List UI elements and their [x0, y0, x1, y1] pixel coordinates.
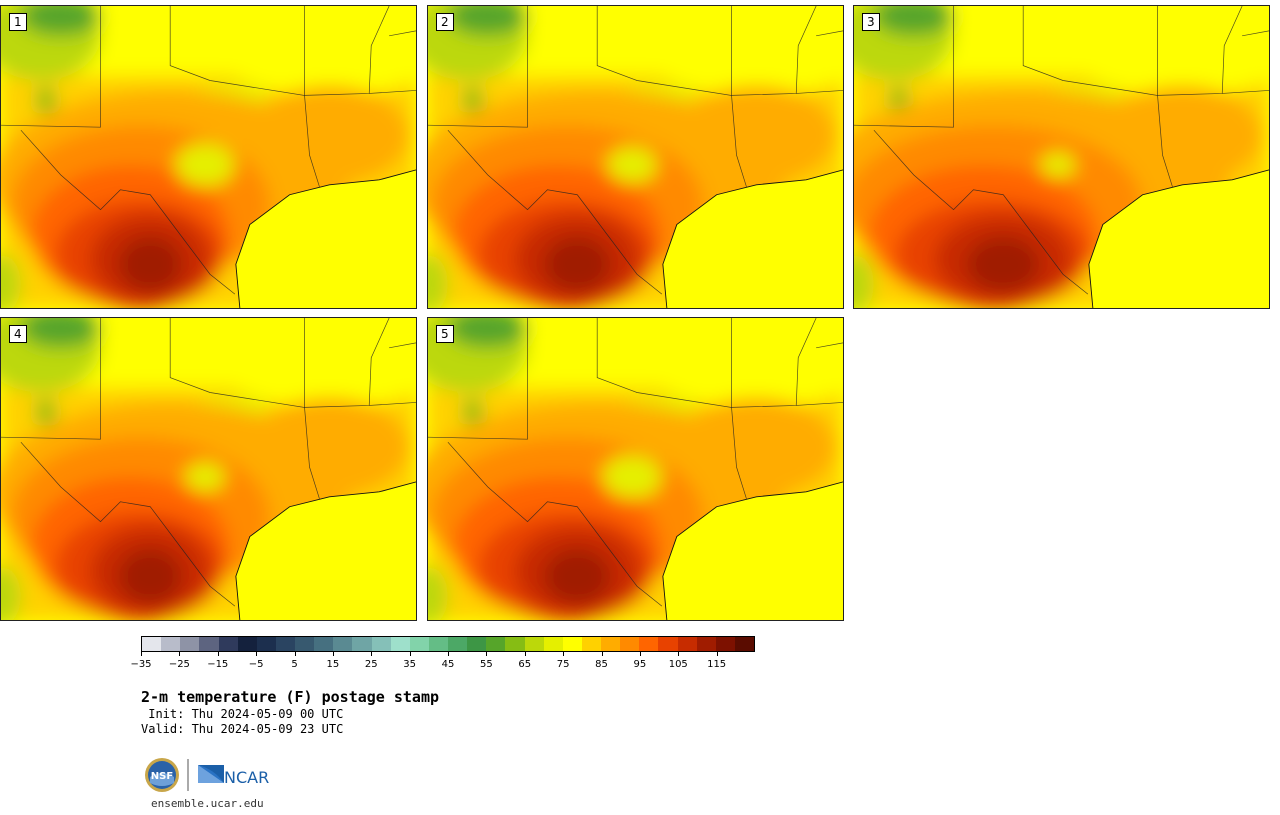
colorbar-swatch: [428, 637, 448, 651]
colorbar-tick-label: 105: [668, 659, 688, 670]
colorbar-swatch: [275, 637, 295, 651]
colorbar-swatch: [696, 637, 716, 651]
colorbar-tick-label: 95: [633, 659, 647, 670]
colorbar-swatch: [562, 637, 582, 651]
temperature-map: [428, 318, 843, 620]
colorbar-swatch: [237, 637, 257, 651]
member-label-3: 3: [862, 13, 880, 31]
temperature-map: [428, 6, 843, 308]
colorbar-tick-label: 25: [364, 659, 378, 670]
colorbar-tick: [639, 652, 641, 656]
colorbar-tick-label: 85: [595, 659, 608, 670]
colorbar-tick-label: 5: [291, 659, 298, 670]
colorbar-tick: [563, 652, 565, 656]
member-label-5: 5: [436, 325, 454, 343]
colorbar-tick-label: 55: [480, 659, 493, 670]
colorbar-swatch: [352, 637, 372, 651]
ensemble-member-panel-5: 5: [427, 317, 844, 621]
colorbar-tick: [179, 652, 181, 656]
colorbar-tick: [409, 652, 411, 656]
colorbar-swatch: [199, 637, 219, 651]
temperature-map: [1, 318, 416, 620]
colorbar-swatch: [333, 637, 353, 651]
ncar-logo-text: NCAR: [224, 768, 269, 787]
temperature-colorbar: [141, 636, 755, 652]
ensemble-member-panel-1: 1: [0, 5, 417, 309]
colorbar-tick-label: 75: [556, 659, 570, 670]
colorbar-swatch: [371, 637, 391, 651]
nsf-logo-text: NSF: [151, 771, 173, 782]
colorbar-swatch: [581, 637, 601, 651]
colorbar-tick: [601, 652, 603, 656]
colorbar-swatch: [314, 637, 334, 651]
colorbar-tick: [217, 652, 219, 656]
colorbar-swatch: [620, 637, 640, 651]
colorbar-swatch: [505, 637, 525, 651]
colorbar-tick: [678, 652, 680, 656]
colorbar-tick-label: −5: [248, 659, 264, 670]
colorbar-tick: [524, 652, 526, 656]
logos: NSF NCAR: [144, 757, 274, 793]
colorbar-swatch: [467, 637, 487, 651]
colorbar-swatch: [677, 637, 697, 651]
colorbar-tick: [141, 652, 142, 656]
colorbar-tick: [371, 652, 373, 656]
temperature-map: [1, 6, 416, 308]
colorbar-swatch: [639, 637, 659, 651]
colorbar-swatch: [256, 637, 276, 651]
colorbar-tick: [294, 652, 296, 656]
colorbar-tick-label: −25: [168, 659, 190, 670]
colorbar-swatch: [295, 637, 315, 651]
colorbar-swatch: [658, 637, 678, 651]
colorbar-swatch: [524, 637, 544, 651]
colorbar-swatch: [409, 637, 429, 651]
colorbar-swatch: [601, 637, 621, 651]
figure-title: 2-m temperature (F) postage stamp: [141, 688, 440, 706]
colorbar-tick-label: 115: [707, 659, 727, 670]
colorbar-tick-label: −35: [130, 659, 152, 670]
colorbar-swatch: [161, 637, 181, 651]
colorbar-ticks: −35 −25 −15 −5 5 15 25 35 45 55 65 75 85 95 105 115: [130, 652, 755, 672]
colorbar-swatch: [218, 637, 238, 651]
init-time: Init: Thu 2024-05-09 00 UTC: [141, 707, 344, 721]
colorbar-tick-label: 35: [403, 659, 416, 670]
valid-time: Valid: Thu 2024-05-09 23 UTC: [141, 722, 344, 736]
member-label-1: 1: [9, 13, 27, 31]
colorbar-swatch: [715, 637, 735, 651]
colorbar-swatch: [734, 637, 754, 651]
colorbar-swatch: [390, 637, 410, 651]
ensemble-member-panel-4: 4: [0, 317, 417, 621]
ncar-logo-icon: NCAR: [198, 765, 269, 787]
member-label-4: 4: [9, 325, 27, 343]
colorbar-tick: [448, 652, 449, 656]
member-label-2: 2: [436, 13, 454, 31]
colorbar-swatch: [180, 637, 200, 651]
colorbar-tick: [256, 652, 258, 656]
colorbar-tick: [716, 652, 718, 656]
colorbar-swatch: [486, 637, 506, 651]
colorbar-tick: [486, 652, 488, 656]
colorbar-tick: [332, 652, 334, 656]
colorbar-swatch: [448, 637, 468, 651]
ensemble-member-panel-2: 2: [427, 5, 844, 309]
nsf-logo-icon: NSF: [145, 758, 179, 792]
ensemble-member-panel-3: 3: [853, 5, 1270, 309]
temperature-map: [854, 6, 1269, 308]
colorbar-swatch: [142, 637, 162, 651]
colorbar-tick-label: 65: [518, 659, 532, 670]
colorbar-swatch: [543, 637, 563, 651]
website-link[interactable]: ensemble.ucar.edu: [151, 797, 264, 810]
colorbar-tick-label: −15: [207, 659, 229, 670]
colorbar-tick-label: 15: [326, 659, 340, 670]
colorbar-tick-label: 45: [441, 659, 455, 670]
